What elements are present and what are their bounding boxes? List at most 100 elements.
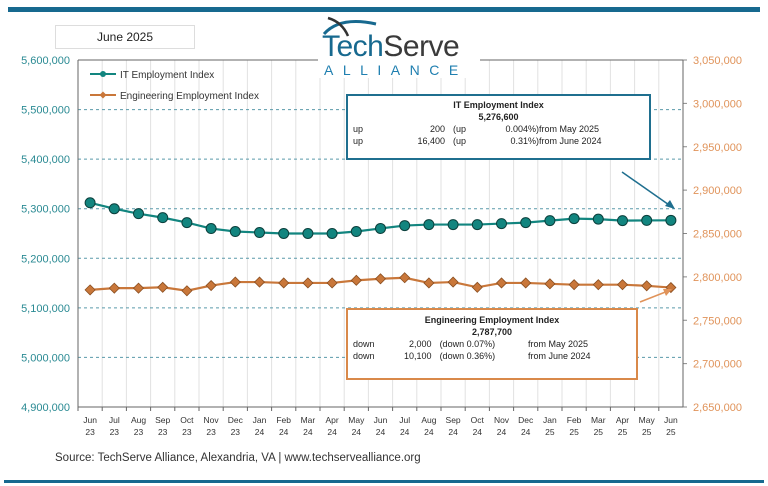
callout-cell: up xyxy=(353,124,364,134)
left-axis-tick-label: 5,500,000 xyxy=(21,105,70,117)
x-tick-label-year: 25 xyxy=(594,427,604,437)
it-data-point xyxy=(133,208,144,220)
it-data-point xyxy=(181,217,193,229)
right-axis-tick-label: 2,700,000 xyxy=(693,359,742,371)
eng-data-point xyxy=(205,279,217,292)
eng-data-point xyxy=(471,281,483,293)
it-callout-value: 5,276,600 xyxy=(478,112,519,122)
eng-data-point xyxy=(326,277,338,289)
x-tick-label-year: 23 xyxy=(85,427,95,437)
it-data-point xyxy=(471,219,483,231)
eng-data-point xyxy=(399,272,411,284)
it-data-point xyxy=(84,197,96,209)
x-tick-label-year: 24 xyxy=(497,427,507,437)
it-data-point xyxy=(568,213,580,225)
x-tick-label: May xyxy=(639,415,656,425)
eng-data-point xyxy=(544,278,556,290)
callout-cell: (up xyxy=(453,124,467,134)
x-tick-label-year: 25 xyxy=(666,427,676,437)
it-data-point xyxy=(350,226,362,238)
callout-cell: from June 2024 xyxy=(539,136,602,146)
x-tick-label: Jun xyxy=(83,415,97,425)
callout-cell: 2,000 xyxy=(409,339,432,349)
x-tick-label-year: 25 xyxy=(642,427,652,437)
x-tick-label: Oct xyxy=(471,415,485,425)
callout-row: up 200 (up 0.004%) from May 2025 xyxy=(353,123,649,135)
callout-cell: (up xyxy=(453,136,467,146)
eng-data-point xyxy=(302,277,314,289)
x-tick-label-year: 24 xyxy=(521,427,531,437)
it-data-point xyxy=(423,219,435,231)
bottom-border xyxy=(4,480,764,483)
x-tick-label: Mar xyxy=(591,415,606,425)
right-axis-tick-label: 2,650,000 xyxy=(693,402,742,414)
x-tick-label: Jun xyxy=(664,415,678,425)
top-border xyxy=(8,7,760,12)
x-tick-label-year: 24 xyxy=(303,427,313,437)
right-axis-tick-label: 2,800,000 xyxy=(693,272,742,284)
it-data-point xyxy=(157,212,169,224)
x-tick-label-year: 23 xyxy=(110,427,120,437)
it-data-point xyxy=(302,228,314,239)
x-tick-label-year: 23 xyxy=(158,427,168,437)
x-tick-label-year: 24 xyxy=(327,427,337,437)
x-tick-label: Aug xyxy=(131,415,146,425)
eng-callout: Engineering Employment Index 2,787,700 d… xyxy=(346,308,638,380)
x-tick-label-year: 24 xyxy=(255,427,265,437)
x-tick-label-year: 24 xyxy=(352,427,362,437)
x-tick-label-year: 24 xyxy=(424,427,434,437)
techserve-logo: TechServe ALLIANCE xyxy=(318,14,478,78)
left-axis-tick-label: 5,300,000 xyxy=(21,204,70,216)
right-axis-tick-label: 2,900,000 xyxy=(693,185,742,197)
x-tick-label: Apr xyxy=(616,415,629,425)
x-tick-label: Nov xyxy=(494,415,510,425)
x-tick-label-year: 23 xyxy=(206,427,216,437)
eng-data-point xyxy=(350,274,362,286)
it-data-point xyxy=(544,215,556,227)
x-tick-label-year: 23 xyxy=(134,427,144,437)
eng-data-point xyxy=(641,280,653,292)
right-axis-tick-label: 2,850,000 xyxy=(693,229,742,241)
eng-data-point xyxy=(616,279,629,291)
eng-data-point xyxy=(495,277,508,289)
x-tick-label: Nov xyxy=(204,415,220,425)
eng-data-point xyxy=(108,282,120,294)
eng-data-point xyxy=(520,277,532,289)
it-data-point xyxy=(399,220,411,232)
callout-row: down 2,000 (down 0.07%) from May 2025 xyxy=(353,338,636,350)
x-tick-label-year: 23 xyxy=(182,427,192,437)
x-tick-label: Feb xyxy=(276,415,291,425)
it-data-point xyxy=(617,215,628,227)
arrow-head-icon xyxy=(663,289,672,296)
legend-label: IT Employment Index xyxy=(120,70,214,81)
eng-data-point xyxy=(423,277,435,289)
x-tick-label: Jan xyxy=(543,415,557,425)
legend-marker-diamond xyxy=(99,91,107,99)
x-tick-label-year: 23 xyxy=(231,427,241,437)
x-tick-label-year: 24 xyxy=(376,427,386,437)
it-data-point xyxy=(665,214,677,226)
eng-data-point xyxy=(592,279,604,291)
x-tick-label: Sep xyxy=(446,415,461,425)
callout-cell: 0.31%) xyxy=(510,136,539,146)
right-axis-tick-label: 3,050,000 xyxy=(693,55,742,67)
it-callout: IT Employment Index 5,276,600 up 200 (up 0.… xyxy=(346,94,651,160)
callout-cell: (down 0.07%) xyxy=(439,339,496,349)
x-tick-label: Mar xyxy=(301,415,316,425)
callout-cell: up xyxy=(353,136,364,146)
it-data-point xyxy=(496,218,507,230)
callout-cell: (down 0.36%) xyxy=(439,351,496,361)
source-text: Source: TechServe Alliance, Alexandria, … xyxy=(55,452,421,464)
callout-row: down 10,100 (down 0.36%) from June 2024 xyxy=(353,350,636,362)
swoosh-icon xyxy=(322,16,377,37)
eng-data-point xyxy=(84,284,96,296)
eng-data-point xyxy=(181,285,193,297)
it-data-point xyxy=(447,219,459,231)
callout-cell: 10,100 xyxy=(404,351,432,361)
x-tick-label: Dec xyxy=(518,415,534,425)
x-tick-label: Dec xyxy=(228,415,244,425)
left-axis-tick-label: 5,000,000 xyxy=(21,352,70,364)
eng-callout-title: Engineering Employment Index xyxy=(424,315,560,325)
x-tick-label: Jan xyxy=(253,415,267,425)
right-axis-tick-label: 2,750,000 xyxy=(693,315,742,327)
